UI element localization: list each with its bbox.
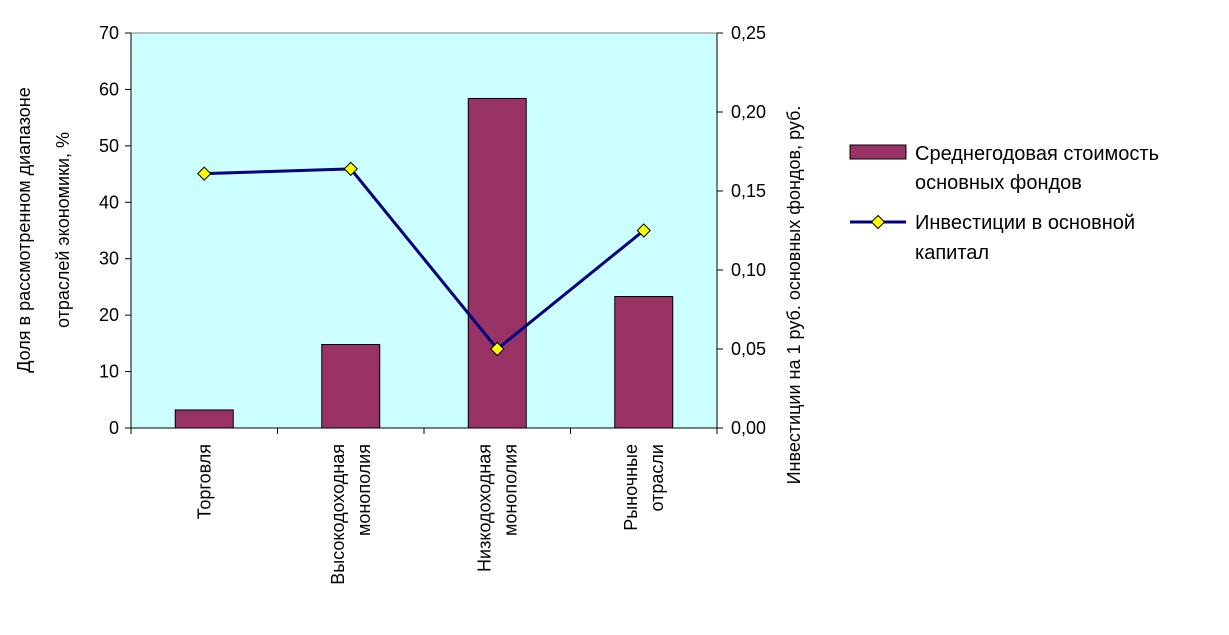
line-point: [490, 341, 505, 357]
line-point: [636, 223, 651, 238]
bar: [321, 343, 381, 429]
y2-tick-label: 0,25: [731, 23, 766, 43]
y-tick-label: 0: [109, 418, 119, 438]
y-tick-label: 40: [99, 192, 119, 212]
y2-axis-title: Инвестиции на 1 руб. основных фондов, ру…: [784, 106, 804, 485]
bar-series: [174, 97, 674, 429]
y-tick-label: 60: [99, 79, 119, 99]
series-line: [204, 167, 645, 352]
legend-swatch-bar: [849, 144, 907, 160]
legend-marker: [870, 214, 886, 230]
y-tick-label: 50: [99, 136, 119, 156]
category-label: монополия: [500, 444, 520, 536]
legend-label: Среднегодовая стоимость: [915, 143, 1159, 165]
y2-tick-label: 0,00: [731, 418, 766, 438]
bar: [614, 296, 674, 429]
bar: [174, 409, 234, 429]
category-label: Торговля: [194, 444, 214, 519]
line-point: [343, 161, 358, 177]
legend-label: капитал: [915, 242, 989, 264]
axes: 0 10 20 30 40 50 60 70 0,00 0,05 0,10 0,15 0,20 0,25 Т…: [14, 23, 804, 585]
y-tick-label: 10: [99, 362, 119, 382]
legend-label: основных фондов: [915, 172, 1082, 194]
line-point: [197, 166, 212, 181]
legend-label: Инвестиции в основной: [915, 212, 1135, 234]
y2-tick-label: 0,10: [731, 260, 766, 280]
bar: [467, 97, 527, 429]
line-series: [197, 161, 651, 357]
y-axis-title: отраслей экономики, %: [53, 132, 73, 328]
legend: Среднегодовая стоимость основных фондов Ин…: [849, 143, 1159, 264]
y-tick-label: 30: [99, 249, 119, 269]
category-label: Низкодоходная: [474, 444, 494, 572]
category-label: Рыночные: [621, 444, 641, 531]
category-label: монополия: [354, 444, 374, 536]
y2-tick-label: 0,05: [731, 339, 766, 359]
category-label: Высокодоходная: [328, 444, 348, 585]
y-axis-title: Доля в рассмотренном диапазоне: [14, 87, 34, 373]
y-tick-label: 70: [99, 23, 119, 43]
y-tick-label: 20: [99, 305, 119, 325]
y2-tick-label: 0,15: [731, 181, 766, 201]
category-label: отрасли: [647, 444, 667, 511]
y2-tick-label: 0,20: [731, 102, 766, 122]
